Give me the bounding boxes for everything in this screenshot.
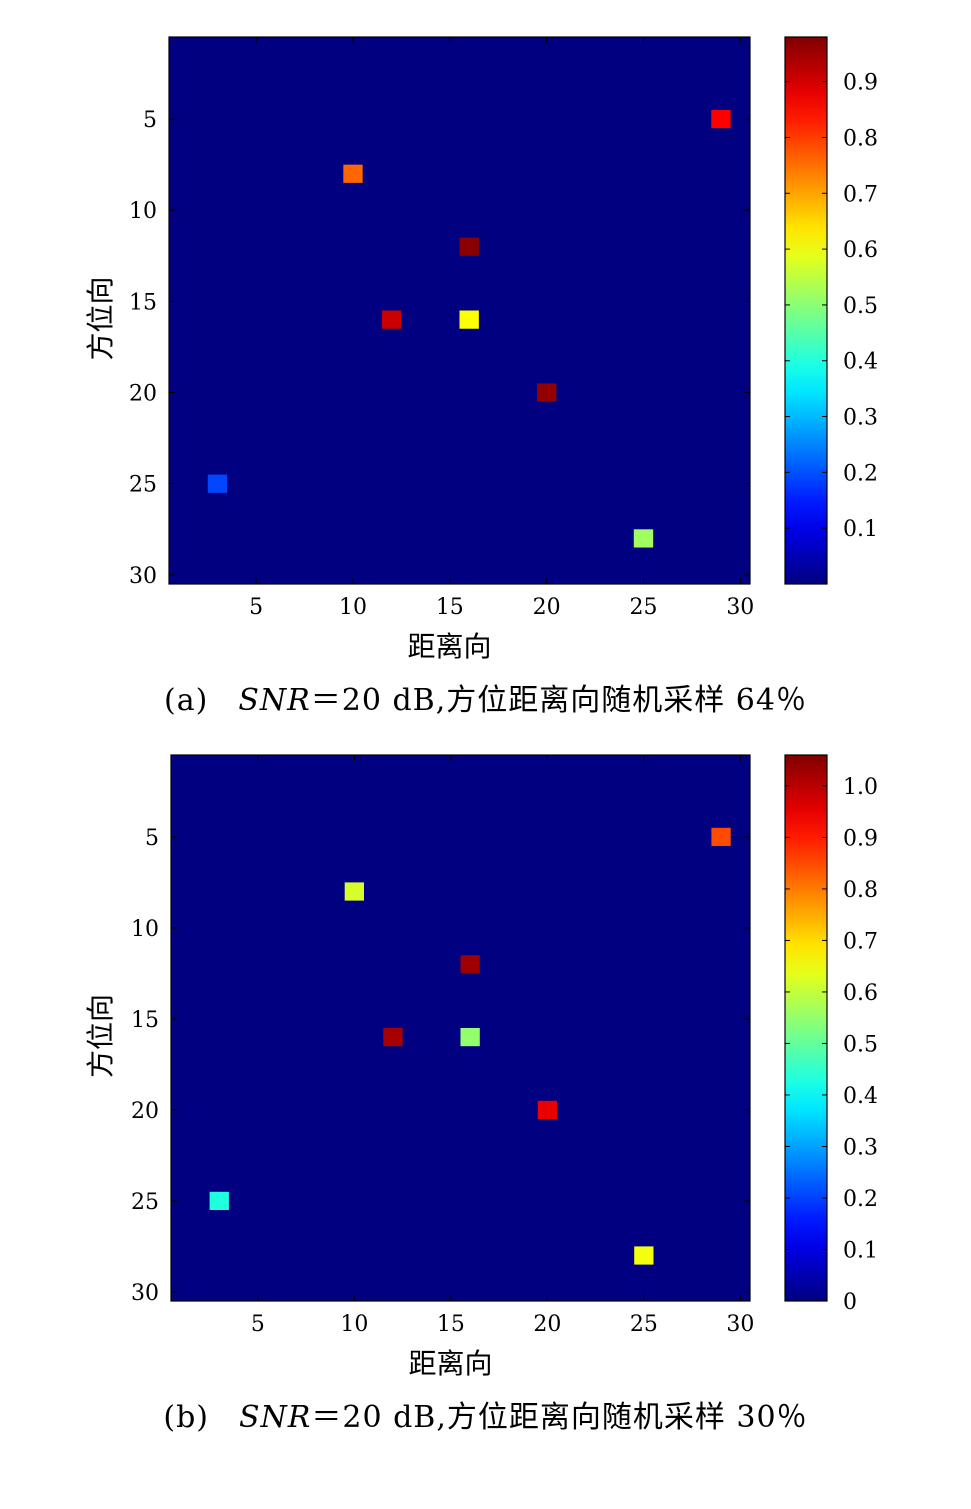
x-axis-label-a: 距离向 [407, 630, 491, 663]
colorbar-tick-label-b-0.3: 0.3 [843, 1135, 878, 1160]
heatmap-cell-b-5 [460, 1028, 480, 1047]
y-tick-label-a-5: 5 [143, 108, 157, 133]
x-tick-label-b-20: 20 [533, 1312, 561, 1337]
x-axis-label-b: 距离向 [408, 1347, 492, 1378]
heatmap-cell-b-1 [711, 827, 731, 846]
heatmap-cell-a-6 [536, 383, 557, 402]
x-tick-label-a-10: 10 [339, 595, 367, 620]
colorbar-tick-label-a-0.6: 0.6 [843, 238, 878, 263]
caption-b: (b) SNR＝20 dB,方位距离向随机采样 30％ [0, 1392, 971, 1436]
heatmap-cell-b-4 [383, 1028, 403, 1047]
colorbar-tick-label-b-0.5: 0.5 [843, 1032, 878, 1057]
colorbar-tick-label-a-0.4: 0.4 [843, 350, 878, 375]
x-tick-label-a-5: 5 [249, 595, 263, 620]
y-tick-label-b-30: 30 [131, 1281, 159, 1306]
caption-b-text: ＝20 dB,方位距离向随机采样 30％ [311, 1400, 808, 1435]
y-axis-label-a: 方位向 [84, 276, 117, 360]
colorbar-tick-label-b-0.1: 0.1 [843, 1238, 878, 1263]
colorbar-tick-label-b-0.7: 0.7 [843, 929, 878, 954]
heatmap-cell-a-4 [382, 310, 402, 329]
heatmap-chart-b: 5 10 15 20 25 30 5 10 15 20 25 30 距离向 方位向 0 0.1 0.2 0.3 0.… [84, 754, 878, 1378]
y-tick-label-a-15: 15 [129, 290, 157, 315]
colorbar-tick-label-b-0.8: 0.8 [843, 878, 878, 903]
colorbar-tick-label-b-0.4: 0.4 [843, 1084, 878, 1109]
colorbar-tick-label-b-0.6: 0.6 [843, 981, 878, 1006]
colorbar-tick-label-a-0.8: 0.8 [843, 126, 878, 151]
y-tick-label-a-10: 10 [129, 199, 157, 224]
caption-a-label: (a) [164, 683, 209, 718]
colorbar-tick-label-b-0: 0 [843, 1290, 857, 1315]
y-tick-label-a-20: 20 [129, 382, 157, 407]
y-tick-label-a-30: 30 [129, 564, 157, 589]
x-tick-label-a-25: 25 [629, 595, 657, 620]
colorbar-tick-label-b-0.2: 0.2 [843, 1187, 878, 1212]
colorbar-a [784, 36, 828, 585]
x-tick-label-a-15: 15 [436, 595, 464, 620]
y-tick-label-b-5: 5 [145, 826, 159, 851]
heatmap-cell-a-2 [343, 164, 363, 183]
heatmap-chart-a: 5 10 15 20 25 30 5 10 15 20 25 30 距离向 方位向 0.1 0.2 0.3 0.4… [84, 36, 878, 663]
heatmap-cell-a-7 [207, 474, 228, 493]
colorbar-tick-label-a-0.7: 0.7 [843, 182, 878, 207]
colorbar-tick-label-b-0.9: 0.9 [843, 826, 878, 851]
colorbar-tick-label-a-0.3: 0.3 [843, 406, 878, 431]
plot-frame-b [170, 754, 751, 1302]
caption-a-text: ＝20 dB,方位距离向随机采样 64％ [310, 683, 807, 718]
heatmap-cell-a-5 [459, 310, 479, 329]
y-tick-label-b-25: 25 [131, 1190, 159, 1215]
colorbar-tick-label-a-0.2: 0.2 [843, 461, 878, 486]
heatmap-cell-a-8 [633, 529, 654, 548]
y-tick-label-b-15: 15 [131, 1008, 159, 1033]
caption-a: (a) SNR＝20 dB,方位距离向随机采样 64％ [0, 675, 971, 719]
heatmap-cell-b-2 [344, 882, 364, 901]
y-tick-label-a-25: 25 [129, 473, 157, 498]
x-tick-label-b-25: 25 [630, 1312, 658, 1337]
x-tick-label-b-10: 10 [340, 1312, 368, 1337]
heatmap-cell-a-1 [711, 109, 731, 129]
caption-b-label: (b) [163, 1400, 209, 1435]
x-tick-label-a-30: 30 [726, 595, 754, 620]
y-tick-label-b-20: 20 [131, 1099, 159, 1124]
heatmap-cell-b-7 [209, 1191, 229, 1210]
heatmap-cell-b-3 [460, 955, 480, 974]
heatmap-cell-a-3 [459, 237, 479, 256]
y-tick-label-b-10: 10 [131, 917, 159, 942]
x-tick-label-b-15: 15 [437, 1312, 465, 1337]
colorbar-b [784, 754, 828, 1302]
colorbar-tick-label-a-0.1: 0.1 [843, 517, 878, 542]
colorbar-tick-label-a-0.5: 0.5 [843, 294, 878, 319]
colorbar-tick-label-a-0.9: 0.9 [843, 71, 878, 96]
x-tick-label-a-20: 20 [533, 595, 561, 620]
x-tick-label-b-30: 30 [726, 1312, 754, 1337]
heatmap-cell-b-6 [537, 1100, 557, 1119]
caption-b-snr: SNR [239, 1400, 312, 1435]
caption-a-snr: SNR [238, 683, 311, 718]
x-tick-label-b-5: 5 [251, 1312, 265, 1337]
colorbar-tick-label-b-1.0: 1.0 [843, 775, 878, 800]
y-axis-label-b: 方位向 [84, 994, 117, 1078]
figure-panel-a: 5 10 15 20 25 30 5 10 15 20 25 30 距离向 方位向 0.1 0.2 0.3 0.4… [0, 0, 971, 720]
plot-frame-a [168, 36, 751, 585]
heatmap-cell-b-8 [634, 1246, 654, 1265]
